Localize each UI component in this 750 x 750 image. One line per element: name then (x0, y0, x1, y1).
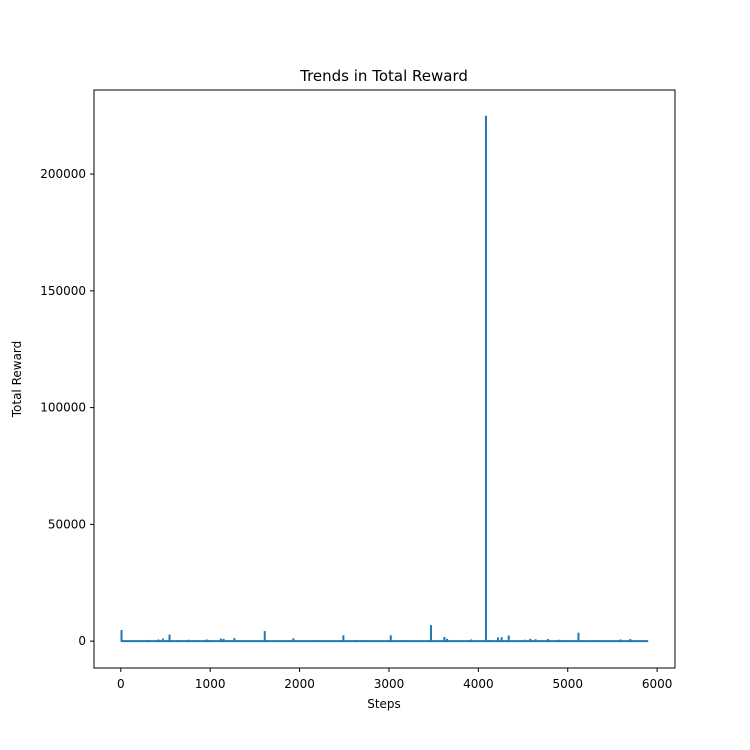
x-tick-label: 4000 (463, 677, 494, 691)
plot-frame (93, 89, 676, 669)
x-tick-label: 1000 (195, 677, 226, 691)
x-tick-label: 5000 (552, 677, 583, 691)
chart-title: Trends in Total Reward (299, 67, 468, 85)
x-tick-label: 3000 (374, 677, 405, 691)
x-tick-label: 2000 (284, 677, 315, 691)
y-tick-label: 100000 (40, 401, 86, 415)
plot-area (120, 115, 649, 643)
y-axis-label: Total Reward (10, 341, 24, 419)
y-axis: 0 50000 100000 150000 200000 (40, 167, 94, 648)
y-tick-label: 0 (78, 634, 86, 648)
x-axis-label: Steps (367, 697, 401, 711)
x-tick-label: 0 (117, 677, 125, 691)
x-tick-label: 6000 (642, 677, 673, 691)
y-tick-label: 150000 (40, 284, 86, 298)
y-tick-label: 50000 (48, 517, 86, 531)
x-axis: 0 1000 2000 3000 4000 5000 6000 (117, 668, 672, 691)
y-tick-label: 200000 (40, 167, 86, 181)
